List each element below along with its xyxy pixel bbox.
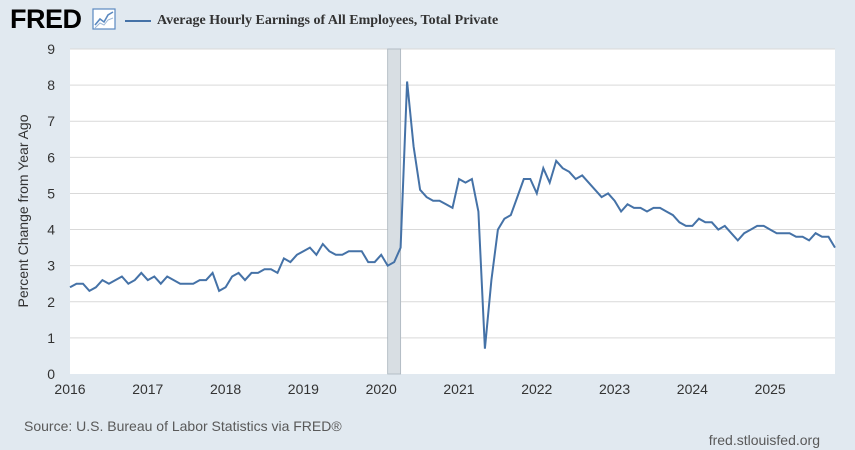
y-tick-label: 1 (47, 330, 55, 346)
x-tick-label: 2021 (443, 381, 474, 397)
x-tick-label: 2020 (366, 381, 397, 397)
legend-series-label: Average Hourly Earnings of All Employees… (157, 13, 499, 28)
legend: Average Hourly Earnings of All Employees… (125, 11, 498, 31)
x-axis-ticks: 2016 2017 2018 2019 2020 2021 2022 2023 2024 2025 (54, 381, 786, 397)
y-tick-label: 8 (47, 77, 55, 93)
series-line[interactable] (69, 81, 836, 349)
y-tick-label: 9 (47, 41, 55, 57)
x-tick-label: 2025 (755, 381, 786, 397)
x-tick-label: 2019 (288, 381, 319, 397)
y-tick-label: 6 (47, 149, 55, 165)
chart-header: FRED Average Hourly Earnings of All Empl… (0, 0, 855, 40)
y-tick-label: 2 (47, 294, 55, 310)
gridlines (70, 48, 835, 339)
y-tick-label: 4 (47, 222, 55, 238)
y-axis-label: Percent Change from Year Ago (15, 114, 31, 307)
x-tick-label: 2018 (210, 381, 241, 397)
line-chart-icon (92, 8, 116, 30)
plot-area (70, 49, 835, 374)
x-tick-label: 2023 (599, 381, 630, 397)
x-tick-label: 2016 (54, 381, 85, 397)
site-link[interactable]: fred.stlouisfed.org (708, 432, 820, 448)
legend-swatch (125, 20, 151, 22)
x-tick-label: 2022 (521, 381, 552, 397)
fred-logo[interactable]: FRED (10, 4, 82, 34)
recession-shading (387, 48, 402, 375)
x-tick-label: 2017 (132, 381, 163, 397)
x-tick-label: 2024 (677, 381, 708, 397)
y-tick-label: 0 (47, 366, 55, 382)
y-tick-label: 3 (47, 258, 55, 274)
source-note: Source: U.S. Bureau of Labor Statistics … (24, 418, 342, 434)
y-axis-ticks: 0 1 2 3 4 5 6 7 8 9 (47, 41, 55, 382)
y-tick-label: 5 (47, 185, 55, 201)
y-tick-label: 7 (47, 113, 55, 129)
